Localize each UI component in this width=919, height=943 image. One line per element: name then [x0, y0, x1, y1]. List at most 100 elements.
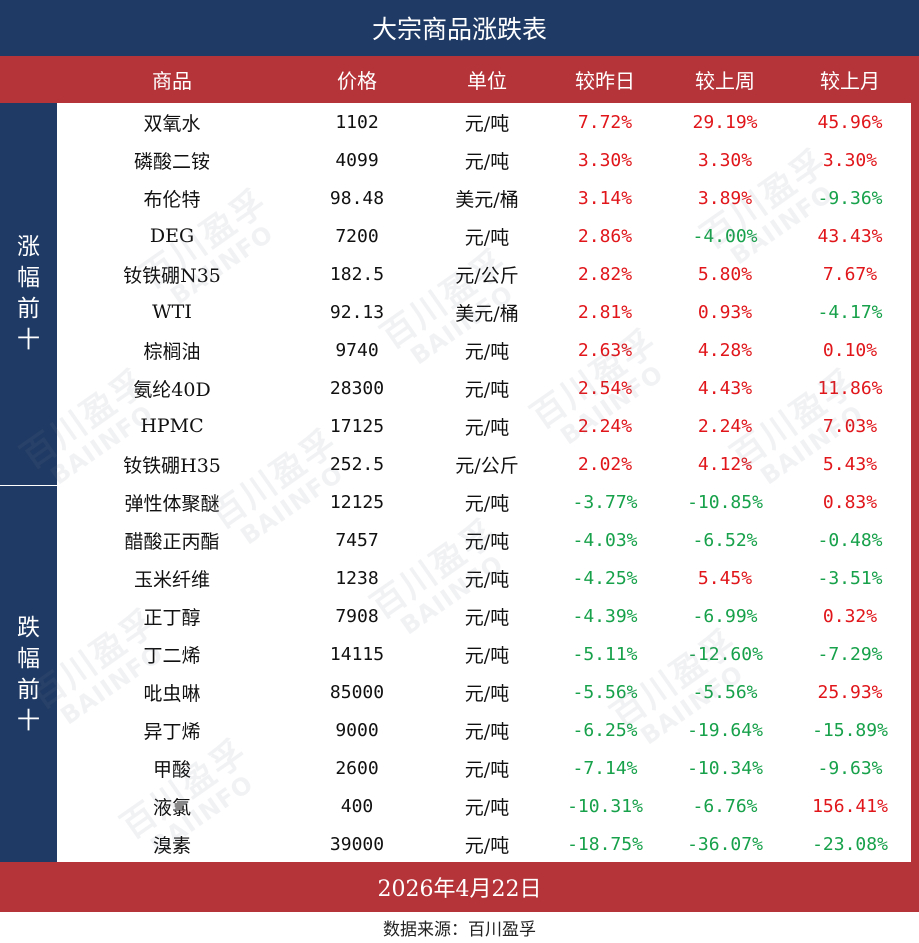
cell-month-change: 43.43%	[790, 217, 910, 255]
table-row: 醋酸正丙酯 7457 元/吨 -4.03% -6.52% -0.48%	[57, 521, 911, 559]
cell-commodity: 钕铁硼H35	[77, 445, 267, 483]
cell-unit: 元/吨	[427, 825, 547, 863]
cell-price: 7908	[267, 597, 447, 635]
cell-week-change: -4.00%	[665, 217, 785, 255]
cell-day-change: -3.77%	[545, 483, 665, 521]
cell-day-change: -18.75%	[545, 825, 665, 863]
cell-week-change: 4.28%	[665, 331, 785, 369]
top-gainers-text: 涨幅前十	[17, 232, 41, 356]
header-price: 价格	[267, 56, 447, 103]
cell-commodity: 甲酸	[77, 749, 267, 787]
table-row: 甲酸 2600 元/吨 -7.14% -10.34% -9.63%	[57, 749, 911, 787]
cell-month-change: 7.67%	[790, 255, 910, 293]
header-day-change: 较昨日	[545, 56, 665, 103]
cell-price: 12125	[267, 483, 447, 521]
date-bar: 2026年4月22日	[0, 862, 919, 912]
cell-commodity: DEG	[77, 217, 267, 255]
cell-price: 17125	[267, 407, 447, 445]
cell-week-change: 2.24%	[665, 407, 785, 445]
cell-month-change: -3.51%	[790, 559, 910, 597]
cell-unit: 元/公斤	[427, 445, 547, 483]
cell-week-change: -36.07%	[665, 825, 785, 863]
cell-day-change: 2.86%	[545, 217, 665, 255]
cell-month-change: 7.03%	[790, 407, 910, 445]
cell-unit: 元/吨	[427, 787, 547, 825]
cell-commodity: HPMC	[77, 407, 267, 445]
cell-commodity: 氨纶40D	[77, 369, 267, 407]
cell-day-change: 2.02%	[545, 445, 665, 483]
cell-unit: 元/吨	[427, 217, 547, 255]
cell-month-change: 0.32%	[790, 597, 910, 635]
cell-price: 4099	[267, 141, 447, 179]
cell-unit: 元/吨	[427, 331, 547, 369]
data-source: 数据来源：百川盈孚	[0, 912, 919, 943]
cell-month-change: -7.29%	[790, 635, 910, 673]
cell-commodity: 醋酸正丙酯	[77, 521, 267, 559]
cell-month-change: 0.10%	[790, 331, 910, 369]
cell-week-change: -6.99%	[665, 597, 785, 635]
cell-price: 182.5	[267, 255, 447, 293]
table-row: HPMC 17125 元/吨 2.24% 2.24% 7.03%	[57, 407, 911, 445]
cell-unit: 元/吨	[427, 521, 547, 559]
cell-day-change: -4.39%	[545, 597, 665, 635]
cell-week-change: -6.52%	[665, 521, 785, 559]
table-row: DEG 7200 元/吨 2.86% -4.00% 43.43%	[57, 217, 911, 255]
cell-unit: 元/公斤	[427, 255, 547, 293]
cell-commodity: 玉米纤维	[77, 559, 267, 597]
cell-week-change: 4.43%	[665, 369, 785, 407]
header-commodity: 商品	[77, 56, 267, 103]
cell-day-change: -4.25%	[545, 559, 665, 597]
cell-month-change: -9.36%	[790, 179, 910, 217]
cell-commodity: 正丁醇	[77, 597, 267, 635]
cell-day-change: 2.63%	[545, 331, 665, 369]
cell-price: 39000	[267, 825, 447, 863]
cell-week-change: 3.89%	[665, 179, 785, 217]
cell-commodity: WTI	[77, 293, 267, 331]
cell-week-change: 29.19%	[665, 103, 785, 141]
cell-price: 252.5	[267, 445, 447, 483]
cell-month-change: 156.41%	[790, 787, 910, 825]
cell-month-change: 25.93%	[790, 673, 910, 711]
cell-day-change: 2.81%	[545, 293, 665, 331]
cell-commodity: 磷酸二铵	[77, 141, 267, 179]
page-title: 大宗商品涨跌表	[0, 0, 919, 56]
cell-week-change: 5.45%	[665, 559, 785, 597]
cell-month-change: -23.08%	[790, 825, 910, 863]
header-unit: 单位	[427, 56, 547, 103]
header-month-change: 较上月	[790, 56, 910, 103]
table-row: 吡虫啉 85000 元/吨 -5.56% -5.56% 25.93%	[57, 673, 911, 711]
cell-unit: 元/吨	[427, 673, 547, 711]
table-row: 氨纶40D 28300 元/吨 2.54% 4.43% 11.86%	[57, 369, 911, 407]
right-border-strip	[911, 103, 919, 862]
cell-month-change: -9.63%	[790, 749, 910, 787]
group-label-top-gainers: 涨幅前十	[0, 103, 57, 485]
cell-price: 98.48	[267, 179, 447, 217]
cell-month-change: 5.43%	[790, 445, 910, 483]
cell-month-change: 45.96%	[790, 103, 910, 141]
cell-week-change: 5.80%	[665, 255, 785, 293]
cell-price: 2600	[267, 749, 447, 787]
cell-day-change: 2.54%	[545, 369, 665, 407]
cell-day-change: -6.25%	[545, 711, 665, 749]
cell-unit: 美元/桶	[427, 293, 547, 331]
table-row: 丁二烯 14115 元/吨 -5.11% -12.60% -7.29%	[57, 635, 911, 673]
cell-day-change: 3.30%	[545, 141, 665, 179]
cell-unit: 元/吨	[427, 711, 547, 749]
cell-day-change: -10.31%	[545, 787, 665, 825]
cell-week-change: -10.85%	[665, 483, 785, 521]
cell-day-change: 7.72%	[545, 103, 665, 141]
cell-day-change: 2.24%	[545, 407, 665, 445]
cell-unit: 元/吨	[427, 597, 547, 635]
cell-week-change: -5.56%	[665, 673, 785, 711]
cell-commodity: 双氧水	[77, 103, 267, 141]
table-row: 异丁烯 9000 元/吨 -6.25% -19.64% -15.89%	[57, 711, 911, 749]
cell-week-change: -19.64%	[665, 711, 785, 749]
cell-price: 85000	[267, 673, 447, 711]
cell-unit: 元/吨	[427, 369, 547, 407]
table-row: 钕铁硼H35 252.5 元/公斤 2.02% 4.12% 5.43%	[57, 445, 911, 483]
table-row: 玉米纤维 1238 元/吨 -4.25% 5.45% -3.51%	[57, 559, 911, 597]
cell-unit: 元/吨	[427, 407, 547, 445]
group-label-top-losers: 跌幅前十	[0, 485, 57, 863]
cell-week-change: -10.34%	[665, 749, 785, 787]
